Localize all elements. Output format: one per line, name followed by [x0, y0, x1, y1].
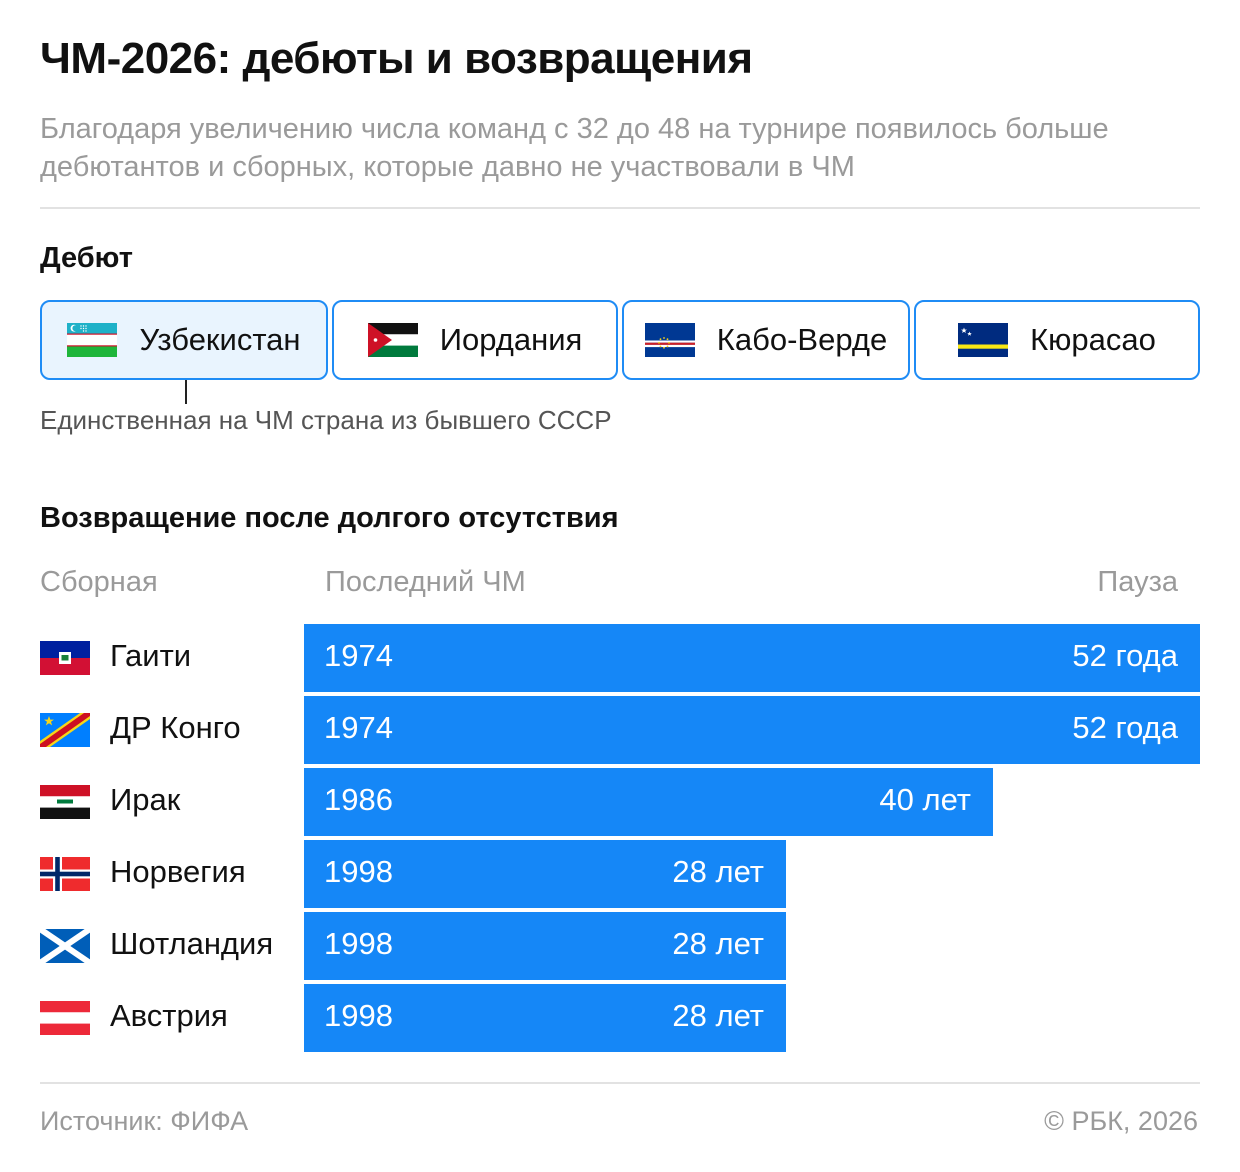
bottom-divider [40, 1082, 1200, 1084]
copyright-label: © РБК, 2026 [1044, 1106, 1198, 1136]
chart-row: Ирак 1986 40 лет [40, 768, 1200, 836]
bar-value-label: 28 лет [672, 854, 764, 889]
curacao-flag-icon [958, 323, 1009, 357]
cape-verde-flag-icon [644, 323, 695, 357]
austria-flag-icon [40, 1001, 90, 1035]
uzbekistan-flag-icon [67, 323, 118, 357]
debut-heading: Дебют [40, 242, 133, 274]
scotland-flag-icon [40, 929, 90, 963]
chart-row: Норвегия 1998 28 лет [40, 840, 1200, 908]
norway-flag-icon [40, 857, 90, 891]
bar: 1998 28 лет [304, 840, 786, 908]
bar-value-label: 52 года [1072, 638, 1178, 673]
debut-cards: Узбекистан Иордания [40, 300, 1200, 380]
team-label: ДР Конго [110, 710, 241, 745]
column-header-last-world-cup: Последний ЧМ [325, 566, 526, 598]
team-label: Австрия [110, 998, 228, 1033]
bar-value-label: 52 года [1072, 710, 1178, 745]
team-label: Норвегия [110, 854, 246, 889]
debut-card-curacao[interactable]: Кюрасао [914, 300, 1200, 380]
chart-row: Шотландия 1998 28 лет [40, 912, 1200, 980]
page-subtitle: Благодаря увеличению числа команд с 32 д… [40, 113, 1109, 183]
returns-bar-chart: Гаити 1974 52 года ДР Конго 1974 52 года [40, 624, 1200, 1054]
top-divider [40, 207, 1200, 209]
chart-row: Гаити 1974 52 года [40, 624, 1200, 692]
chart-row: ДР Конго 1974 52 года [40, 696, 1200, 764]
debut-team-name: Кюрасао [1030, 322, 1156, 357]
debut-card-cape-verde[interactable]: Кабо-Верде [622, 300, 910, 380]
debut-team-name: Узбекистан [139, 322, 301, 357]
bar-value-label: 28 лет [672, 926, 764, 961]
debut-card-uzbekistan[interactable]: Узбекистан [40, 300, 328, 380]
note-pointer-line [185, 380, 187, 404]
returns-heading: Возвращение после долгого отсутствия [40, 502, 619, 534]
bar-value-label: 40 лет [879, 782, 971, 817]
bar-year-label: 1998 [324, 926, 393, 961]
bar: 1974 52 года [304, 624, 1200, 692]
debut-team-name: Кабо-Верде [716, 322, 888, 357]
bar-year-label: 1986 [324, 782, 393, 817]
bar: 1998 28 лет [304, 984, 786, 1052]
team-label: Шотландия [110, 926, 274, 961]
column-header-pause: Пауза [1097, 566, 1178, 598]
team-label: Гаити [110, 638, 192, 673]
debut-card-jordan[interactable]: Иордания [332, 300, 618, 380]
chart-row: Австрия 1998 28 лет [40, 984, 1200, 1052]
bar-year-label: 1974 [324, 710, 393, 745]
bar-year-label: 1974 [324, 638, 393, 673]
uzbekistan-note: Единственная на ЧМ страна из бывшего ССС… [40, 405, 612, 435]
jordan-flag-icon [367, 323, 418, 357]
source-label: Источник: ФИФА [40, 1106, 249, 1136]
bar: 1998 28 лет [304, 912, 786, 980]
haiti-flag-icon [40, 641, 90, 675]
bar-year-label: 1998 [324, 854, 393, 889]
column-header-team: Сборная [40, 566, 158, 598]
bar-value-label: 28 лет [672, 998, 764, 1033]
debut-team-name: Иордания [439, 322, 583, 357]
dr-congo-flag-icon [40, 713, 90, 747]
bar-year-label: 1998 [324, 998, 393, 1033]
bar: 1974 52 года [304, 696, 1200, 764]
iraq-flag-icon [40, 785, 90, 819]
page-title: ЧМ-2026: дебюты и возвращения [40, 34, 753, 83]
bar: 1986 40 лет [304, 768, 993, 836]
team-label: Ирак [110, 782, 181, 817]
